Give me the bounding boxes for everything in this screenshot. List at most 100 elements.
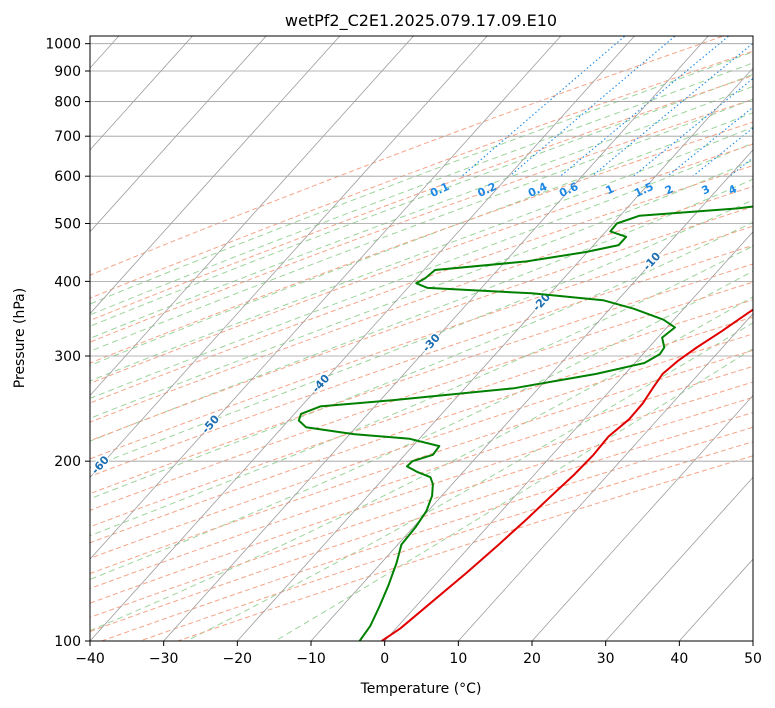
isotherm-line xyxy=(310,149,753,641)
x-axis: −40 −30 −20 −10 0 10 20 30 40 50 xyxy=(75,641,762,667)
x-tick-label: 0 xyxy=(380,651,389,667)
plot-frame xyxy=(89,35,754,642)
mixing-ratio-label: 1 xyxy=(604,182,616,197)
isotherm-line xyxy=(90,36,194,151)
dry-adiabat xyxy=(90,299,753,528)
isotherm-line xyxy=(90,36,415,397)
moist-adiabat xyxy=(186,322,753,641)
moist-adiabat xyxy=(90,199,753,469)
dry-adiabat xyxy=(90,349,753,575)
dry-adiabat xyxy=(90,121,753,364)
x-tick-label: −20 xyxy=(223,651,253,667)
dewpoint-line xyxy=(297,205,753,641)
pressure-gridlines xyxy=(90,43,753,641)
moist-adiabat xyxy=(90,126,753,382)
dry-adiabat xyxy=(90,365,753,590)
mixing-ratio-line xyxy=(729,156,753,177)
isotherm-line xyxy=(678,558,753,641)
plot-area: -100-90-80-70-60-50-40-30-20-10010203040… xyxy=(0,29,775,641)
y-tick-label: 1000 xyxy=(45,37,81,53)
isotherm-gridlines xyxy=(90,36,753,641)
mixing-ratio-label: 4 xyxy=(726,182,739,197)
mixing-ratio-line xyxy=(667,106,753,177)
dry-adiabat xyxy=(90,206,753,442)
dry-adiabat xyxy=(90,75,753,322)
chart-title: wetPf2_C2E1.2025.079.17.09.E10 xyxy=(285,11,557,31)
moist-adiabat xyxy=(274,348,753,641)
dry-adiabat xyxy=(90,396,753,618)
dry-adiabat xyxy=(90,143,753,384)
mixing-ratio-label: 0.4 xyxy=(526,180,549,200)
mixing-ratio-line xyxy=(632,77,753,177)
x-tick-label: 10 xyxy=(449,651,467,667)
x-tick-label: 40 xyxy=(670,651,688,667)
y-tick-label: 400 xyxy=(54,274,81,290)
y-tick-label: 700 xyxy=(54,129,81,145)
dry-adiabat xyxy=(176,455,753,641)
isotherm-line xyxy=(90,36,267,233)
isotherm-line xyxy=(90,36,341,315)
y-tick-label: 100 xyxy=(54,634,81,650)
dry-adiabat xyxy=(90,244,753,478)
moist-adiabat xyxy=(90,112,753,366)
y-axis: 100 200 300 400 500 600 700 800 900 1000 xyxy=(45,37,90,650)
isotherm-line xyxy=(384,231,753,641)
mixing-ratio-label: 0.2 xyxy=(475,180,498,200)
mixing-ratio-label: 6 xyxy=(766,182,775,197)
dry-adiabat xyxy=(90,98,753,343)
isotherm-line xyxy=(236,67,753,641)
mixing-ratio-label: 0.6 xyxy=(557,180,580,200)
y-tick-label: 200 xyxy=(54,454,81,470)
dry-adiabat xyxy=(90,185,753,423)
x-tick-label: −30 xyxy=(149,651,179,667)
dry-adiabat xyxy=(138,441,753,641)
dry-adiabat xyxy=(90,263,753,495)
moist-adiabat xyxy=(90,245,753,537)
moist-adiabat xyxy=(90,178,753,442)
isotherm-line xyxy=(163,36,709,641)
moist-adiabat xyxy=(90,85,753,339)
dry-adiabat xyxy=(90,50,753,299)
isotherm-line xyxy=(90,36,488,478)
y-tick-label: 300 xyxy=(54,349,81,365)
isotherm-line xyxy=(90,36,636,641)
y-tick-label: 800 xyxy=(54,95,81,111)
mixing-ratio-line xyxy=(591,42,753,177)
dry-adiabat xyxy=(90,411,753,632)
dry-adiabat xyxy=(90,36,725,276)
mixing-ratio-line xyxy=(509,36,676,177)
y-tick-label: 600 xyxy=(54,169,81,185)
dry-adiabat xyxy=(90,225,753,460)
dry-adiabat xyxy=(90,165,753,404)
x-tick-label: 20 xyxy=(523,651,541,667)
dry-adiabat xyxy=(90,316,753,544)
isotherm-line xyxy=(752,640,753,641)
mixing-ratio-lines xyxy=(461,29,775,177)
isotherm-label: -70 xyxy=(0,494,2,518)
dry-adiabat xyxy=(90,333,753,559)
moist-adiabat xyxy=(90,296,753,632)
mixing-ratio-line xyxy=(757,29,775,177)
moist-adiabat xyxy=(90,98,753,352)
dry-adiabat xyxy=(90,281,753,511)
x-axis-label: Temperature (°C) xyxy=(360,681,482,697)
y-axis-label: Pressure (hPa) xyxy=(12,288,28,388)
isotherm-line xyxy=(90,36,562,560)
profile-series xyxy=(297,205,753,641)
x-tick-label: −40 xyxy=(75,651,105,667)
x-tick-label: 30 xyxy=(597,651,615,667)
isotherm-line xyxy=(531,394,753,641)
mixing-ratio-line xyxy=(692,127,753,177)
isotherm-line xyxy=(457,312,753,641)
temperature-line xyxy=(381,308,753,641)
dry-adiabats xyxy=(90,36,753,641)
mixing-ratio-label: 3 xyxy=(700,182,712,197)
y-tick-label: 500 xyxy=(54,216,81,232)
moist-adiabat xyxy=(90,142,753,399)
y-tick-label: 900 xyxy=(54,64,81,80)
dry-adiabat xyxy=(90,381,753,604)
x-tick-label: −10 xyxy=(296,651,326,667)
isotherm-line xyxy=(605,476,753,641)
x-tick-label: 50 xyxy=(744,651,762,667)
